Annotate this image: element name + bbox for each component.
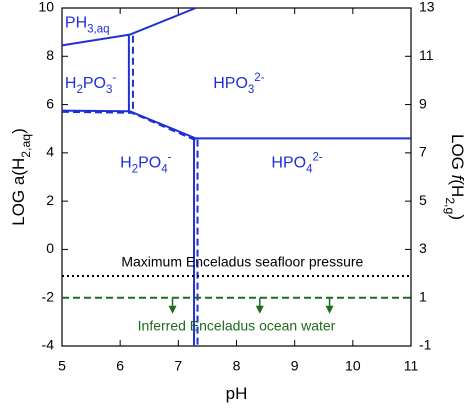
- arrow: [325, 297, 334, 314]
- text-part: H: [65, 75, 77, 92]
- boundary-line: [61, 7, 197, 47]
- plot-frame: [61, 7, 412, 347]
- y2-tick-label: 7: [419, 144, 427, 160]
- arrow-head: [168, 305, 177, 314]
- text-part: 3: [248, 84, 254, 96]
- x-tick-label: 7: [174, 358, 182, 374]
- text-part: 2: [132, 164, 138, 176]
- y-tick-label: 6: [46, 95, 54, 111]
- y-tick-label: 0: [46, 240, 54, 256]
- arrow: [255, 297, 264, 314]
- text-part: (H: [448, 179, 467, 197]
- y-tick-label: 10: [38, 0, 54, 15]
- text-part: 2-: [312, 152, 322, 164]
- text-part: Inferred Enceladus ocean water: [138, 317, 336, 333]
- text-part: HPO: [271, 155, 306, 172]
- region-label: H2PO3-: [65, 72, 117, 96]
- region-label: Inferred Enceladus ocean water: [138, 317, 336, 333]
- text-part: 2: [76, 84, 82, 96]
- text-part: f: [448, 175, 467, 182]
- x-axis-label: pH: [226, 384, 248, 403]
- y-tick-label: 2: [46, 192, 54, 208]
- y2-tick-label: 5: [419, 192, 427, 208]
- text-part: PH: [65, 15, 87, 32]
- boundary-line: [61, 109, 411, 140]
- arrow-head: [255, 305, 264, 314]
- y2-tick-label: 9: [419, 95, 427, 111]
- text-part: pH: [226, 384, 248, 403]
- region-label: HPO32-: [213, 72, 264, 96]
- x-tick-label: 11: [404, 358, 419, 374]
- text-part: 2,g: [443, 197, 457, 214]
- text-part: H: [120, 155, 132, 172]
- y-tick-label: 4: [46, 144, 54, 160]
- text-part: 4: [161, 164, 168, 176]
- region-label: PH3,aq: [65, 15, 110, 36]
- x-tick-label: 9: [291, 358, 299, 374]
- text-part: HPO: [213, 75, 248, 92]
- y-tick-label: -2: [42, 288, 55, 304]
- arrow: [168, 297, 177, 314]
- y2-tick-label: 3: [419, 240, 427, 256]
- text-part: 2-: [254, 72, 264, 84]
- text-part: 2,aq: [19, 134, 33, 158]
- text-part: PO: [83, 75, 106, 92]
- text-part: 4: [306, 164, 313, 176]
- text-part: ): [448, 214, 467, 220]
- arrow-head: [325, 305, 334, 314]
- text-part: -: [112, 72, 116, 84]
- text-part: LOG a(H: [9, 158, 28, 226]
- boundary-line: [61, 110, 197, 142]
- y2-tick-label: 13: [419, 0, 435, 15]
- y-axis-label: LOG a(H2,aq): [9, 128, 33, 226]
- region-label: HPO42-: [271, 152, 322, 176]
- region-label: H2PO4-: [120, 152, 171, 176]
- x-tick-label: 8: [233, 358, 241, 374]
- y2-axis-label: LOG f(H2,g): [443, 134, 467, 220]
- text-part: Maximum Enceladus seafloor pressure: [121, 253, 363, 269]
- text-part: LOG: [448, 134, 467, 175]
- region-label: Maximum Enceladus seafloor pressure: [121, 253, 363, 269]
- y2-tick-label: 11: [419, 47, 434, 63]
- text-part: ): [9, 128, 28, 134]
- x-tick-label: 6: [116, 358, 124, 374]
- x-tick-label: 5: [58, 358, 66, 374]
- text-part: -: [168, 152, 172, 164]
- x-tick-label: 10: [345, 358, 361, 374]
- text-part: 3,aq: [87, 24, 109, 36]
- text-part: 3: [106, 84, 112, 96]
- y2-tick-label: 1: [419, 288, 427, 304]
- y-tick-label: 8: [46, 47, 54, 63]
- y-tick-label: -4: [42, 337, 55, 353]
- y2-tick-label: -1: [419, 337, 432, 353]
- text-part: PO: [138, 155, 161, 172]
